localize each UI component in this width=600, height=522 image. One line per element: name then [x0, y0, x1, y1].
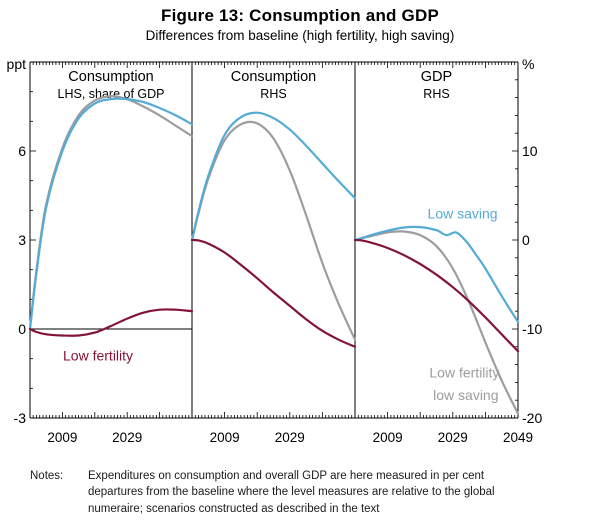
panel-title: Consumption: [231, 69, 316, 85]
x-axis-tick-label: 2009: [373, 430, 403, 445]
series-line-low-fertility: [190, 238, 357, 348]
series-line-low-fertility: [28, 308, 194, 337]
right-axis-tick-label: -20: [522, 410, 542, 426]
panel-title: Consumption: [68, 69, 153, 85]
figure-subtitle: Differences from baseline (high fertilit…: [145, 28, 455, 43]
figure-title: Figure 13: Consumption and GDP: [160, 6, 439, 25]
series-line-low-saving: [28, 97, 194, 331]
left-axis-tick-label: -3: [14, 410, 27, 426]
series-line-low-fertility: [353, 238, 520, 353]
series-line-low-saving: [190, 111, 357, 242]
series-line-low-saving: [353, 225, 520, 323]
x-axis-tick-label: 2049: [503, 430, 533, 445]
panel-subtitle: RHS: [423, 87, 449, 101]
x-axis-tick-label: 2029: [275, 430, 305, 445]
series-label: Low saving: [428, 205, 498, 221]
right-axis-tick-label: 10: [522, 143, 538, 159]
series-label: low saving: [433, 387, 498, 403]
series-label: Low fertility,: [429, 365, 502, 381]
x-axis-tick-label: 2029: [438, 430, 468, 445]
left-axis-unit: ppt: [7, 56, 27, 72]
series-line-low-fertility-low-saving: [28, 94, 194, 331]
left-axis-tick-label: 3: [18, 232, 26, 248]
right-axis-unit: %: [522, 56, 534, 72]
notes-text: Expenditures on consumption and overall …: [88, 470, 495, 515]
right-axis-tick-label: -10: [522, 321, 542, 337]
notes-label: Notes:: [30, 470, 64, 482]
x-axis-tick-label: 2029: [112, 430, 142, 445]
left-axis-tick-label: 6: [18, 143, 26, 159]
right-axis-tick-label: 0: [522, 232, 530, 248]
panel-subtitle: RHS: [260, 87, 286, 101]
x-axis-tick-label: 2009: [210, 430, 240, 445]
figure-notes: Notes: Expenditures on consumption and o…: [30, 468, 545, 517]
x-axis-tick-label: 2009: [47, 430, 77, 445]
series-label: Low fertility: [63, 348, 133, 364]
panel-title: GDP: [421, 69, 452, 85]
left-axis-tick-label: 0: [18, 321, 26, 337]
panel-subtitle: LHS, share of GDP: [58, 87, 165, 101]
